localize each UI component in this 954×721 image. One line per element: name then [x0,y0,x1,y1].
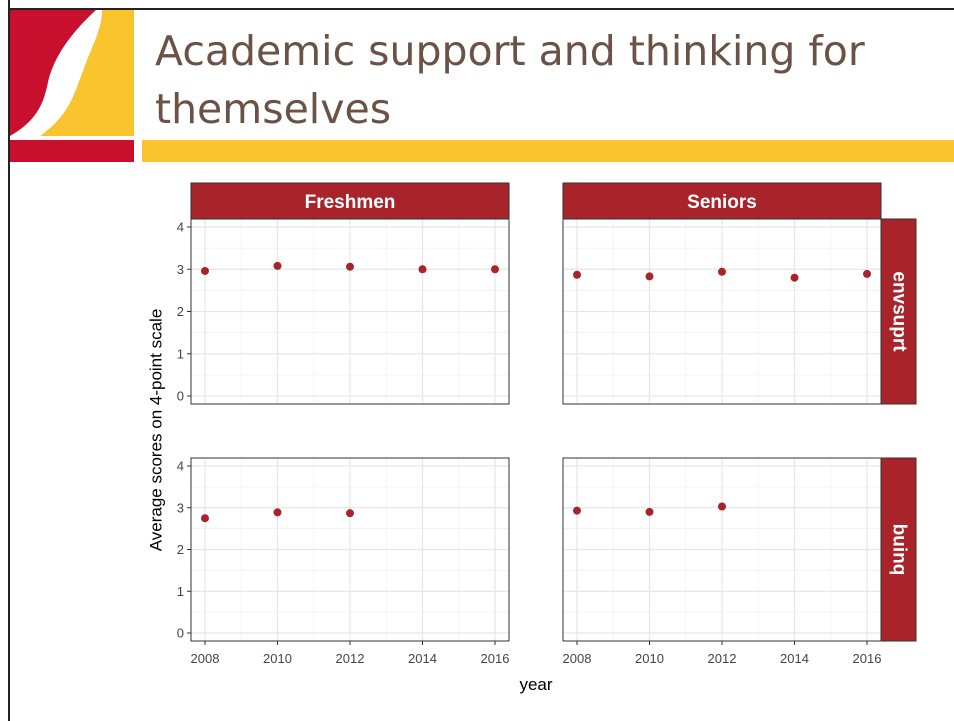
data-point-2010 [273,261,282,270]
data-point-2012 [346,262,354,271]
x-tick-label: 2008 [191,651,220,666]
y-tick-label: 1 [177,584,184,599]
panel-seniors-envsuprt [562,218,882,405]
facet-label-freshmen: Freshmen [305,192,396,213]
facet-strip-thinkg [880,457,917,642]
y-tick-label: 3 [177,262,184,277]
data-point-2014 [418,265,427,274]
panel-freshmen-thinkg: 0 1 2 3 4 2008 2010 2012 2014 2016 [177,457,510,666]
facet-strip-seniors [562,182,882,220]
data-point-2010 [273,508,282,517]
facet-label-envsuprt: envsuprt [888,271,909,352]
data-point-2012 [718,502,726,511]
flame-logo-icon [10,10,134,136]
facet-label-seniors: Seniors [687,192,757,213]
x-tick-label: 2012 [708,651,737,666]
x-axis-title: year [519,675,552,694]
facet-strip-envsuprt [880,218,917,405]
slide-title: Academic support and thinking for themse… [155,27,865,133]
y-axis-title: Average scores on 4-point scale [146,309,165,552]
data-point-2008 [573,270,581,279]
slide-frame-left [8,0,10,721]
y-tick-label: 0 [177,626,184,641]
x-tick-label: 2008 [563,651,592,666]
facet-strip-freshmen [190,182,510,220]
x-tick-label: 2012 [336,651,365,666]
data-point-2008 [573,506,581,515]
data-point-2016 [863,269,871,278]
y-tick-label: 1 [177,346,184,361]
slide-frame-top [8,8,954,10]
data-point-2012 [718,267,726,276]
x-tick-label: 2016 [481,651,510,666]
y-tick-label: 3 [177,500,184,515]
header-bar-gold [142,140,954,162]
panel-seniors-thinkg: 2008 2010 2012 2014 2016 [562,457,882,666]
x-tick-label: 2014 [408,651,437,666]
x-tick-label: 2010 [635,651,664,666]
x-tick-label: 2010 [263,651,292,666]
data-point-2012 [346,509,354,518]
y-tick-label: 0 [177,389,184,404]
data-point-2014 [790,273,799,282]
panel-border [562,218,882,405]
y-tick-label: 2 [177,304,184,319]
y-tick-label: 2 [177,542,184,557]
panel-freshmen-envsuprt: 0 1 2 3 4 [177,218,510,405]
facet-label-thinkg: buinq [888,524,909,576]
data-point-2008 [201,266,209,275]
x-tick-label: 2014 [780,651,809,666]
x-tick-label: 2016 [853,651,882,666]
data-point-2010 [645,272,654,281]
data-point-2016 [491,265,499,274]
data-point-2008 [201,514,209,523]
y-tick-label: 4 [177,220,184,235]
data-point-2010 [645,507,654,516]
header-bar-red [10,140,134,162]
y-tick-label: 4 [177,459,184,474]
